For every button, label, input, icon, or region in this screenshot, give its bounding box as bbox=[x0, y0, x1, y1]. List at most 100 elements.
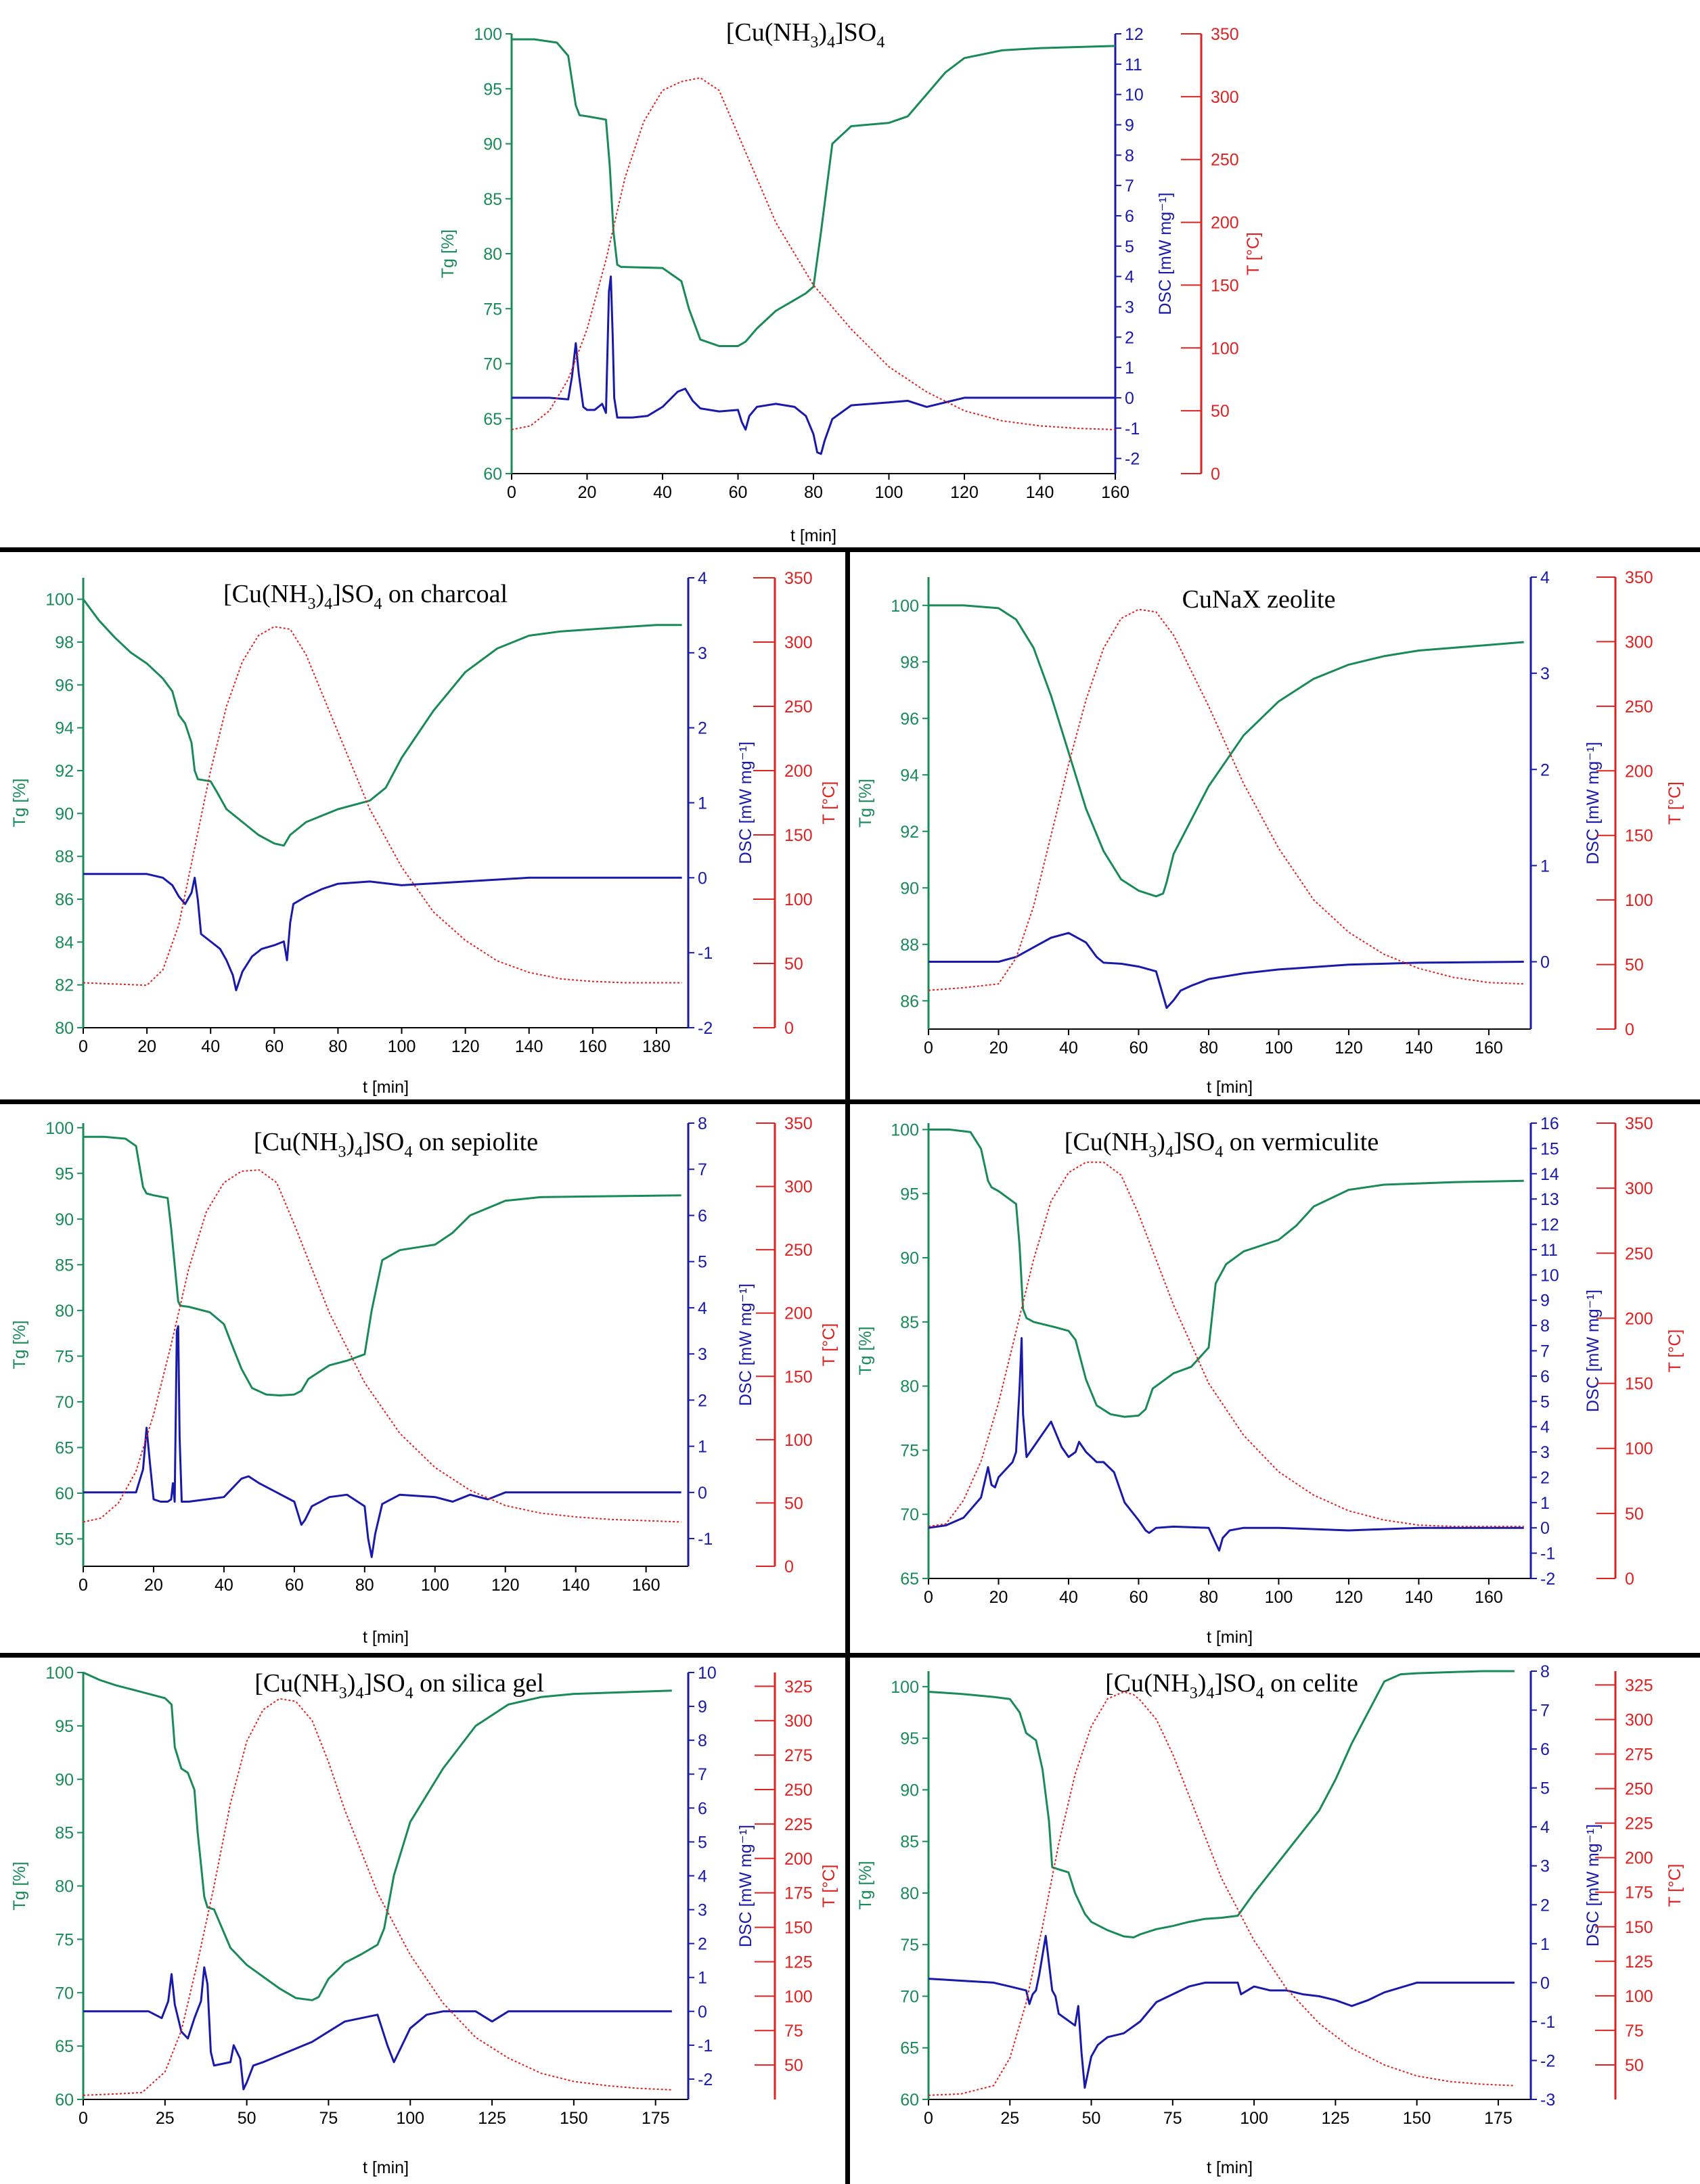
temp-tick-label: 75 bbox=[784, 2022, 803, 2041]
temp-tick-label: 300 bbox=[784, 1712, 813, 1731]
series-line-tg bbox=[83, 1135, 681, 1396]
chart-title: CuNaX zeolite bbox=[1182, 585, 1336, 614]
tg-axis-label: Tg [%] bbox=[856, 1326, 875, 1375]
title-text: [Cu(NH bbox=[223, 580, 308, 608]
tg-tick-label: 98 bbox=[55, 633, 74, 652]
chart-title: [Cu(NH3)4]SO4 on celite bbox=[1105, 1669, 1358, 1702]
x-tick-label: 100 bbox=[1240, 2109, 1268, 2128]
x-axis-label: t [min] bbox=[363, 2158, 409, 2177]
tg-tick-label: 70 bbox=[55, 1393, 74, 1412]
dsc-tick-label: 6 bbox=[698, 1206, 707, 1225]
x-tick-label: 150 bbox=[1403, 2109, 1431, 2128]
temp-tick-label: 0 bbox=[1211, 465, 1220, 484]
dsc-tick-label: -2 bbox=[1540, 1570, 1555, 1589]
x-tick-label: 40 bbox=[1059, 1039, 1078, 1057]
chart-title: [Cu(NH3)4]SO4 on charcoal bbox=[223, 580, 508, 613]
dsc-tick-label: 4 bbox=[1540, 1418, 1550, 1437]
temp-tick-label: 350 bbox=[784, 1114, 813, 1133]
title-subscript: 4 bbox=[1206, 1685, 1214, 1702]
x-tick-label: 160 bbox=[1101, 483, 1129, 502]
tg-tick-label: 94 bbox=[900, 766, 919, 785]
tg-tick-label: 75 bbox=[55, 1347, 74, 1366]
series-line-dsc bbox=[928, 1337, 1524, 1552]
tg-axis-label: Tg [%] bbox=[10, 1861, 29, 1910]
temp-tick-label: 100 bbox=[1211, 339, 1239, 358]
temp-tick-label: 150 bbox=[784, 826, 813, 845]
tg-tick-label: 60 bbox=[55, 1484, 74, 1503]
temp-tick-label: 275 bbox=[784, 1746, 813, 1765]
dsc-tick-label: 7 bbox=[698, 1160, 707, 1179]
dsc-tick-label: 7 bbox=[1125, 177, 1134, 196]
tg-tick-label: 100 bbox=[474, 25, 502, 44]
temp-tick-label: 200 bbox=[784, 1850, 813, 1869]
x-tick-label: 50 bbox=[238, 2109, 256, 2128]
dsc-tick-label: -1 bbox=[1125, 419, 1140, 438]
tg-tick-label: 86 bbox=[55, 890, 74, 909]
x-tick-label: 50 bbox=[1082, 2109, 1101, 2128]
x-tick-label: 0 bbox=[924, 1588, 933, 1607]
title-text: ) bbox=[347, 1669, 356, 1698]
temp-tick-label: 125 bbox=[784, 1953, 813, 1972]
x-tick-label: 160 bbox=[1475, 1588, 1503, 1607]
dsc-tick-label: 0 bbox=[698, 1484, 707, 1503]
dsc-tick-label: 0 bbox=[1540, 953, 1550, 972]
temp-tick-label: 350 bbox=[1211, 25, 1239, 44]
dsc-tick-label: 0 bbox=[1125, 389, 1134, 408]
tg-tick-label: 70 bbox=[900, 1505, 919, 1524]
tg-tick-label: 95 bbox=[483, 80, 502, 99]
x-tick-label: 40 bbox=[215, 1576, 233, 1595]
tg-tick-label: 80 bbox=[55, 1302, 74, 1321]
dsc-axis-label: DSC [mW mg⁻¹] bbox=[1584, 1290, 1603, 1412]
dsc-tick-label: 2 bbox=[1125, 328, 1134, 347]
temp-tick-label: 225 bbox=[1625, 1815, 1653, 1834]
tg-tick-label: 70 bbox=[483, 355, 502, 374]
tg-tick-label: 88 bbox=[55, 848, 74, 867]
title-text: on silica gel bbox=[413, 1669, 544, 1698]
tg-tick-label: 100 bbox=[891, 597, 919, 616]
x-tick-label: 75 bbox=[319, 2109, 338, 2128]
x-tick-label: 25 bbox=[156, 2109, 175, 2128]
title-text: ) bbox=[346, 1128, 355, 1156]
tg-tick-label: 98 bbox=[900, 653, 919, 672]
x-tick-label: 120 bbox=[491, 1576, 520, 1595]
series-line-t bbox=[511, 77, 1116, 430]
tg-tick-label: 95 bbox=[900, 1729, 919, 1748]
temp-axis-label: T [°C] bbox=[1665, 1329, 1684, 1373]
temp-tick-label: 100 bbox=[784, 890, 813, 909]
tg-tick-label: 75 bbox=[900, 1441, 919, 1460]
dsc-tick-label: 11 bbox=[1125, 55, 1142, 74]
temp-tick-label: 300 bbox=[1625, 1179, 1653, 1198]
title-subscript: 4 bbox=[355, 1685, 363, 1702]
x-tick-label: 160 bbox=[579, 1037, 607, 1056]
x-tick-label: 20 bbox=[989, 1588, 1008, 1607]
x-tick-label: 40 bbox=[1059, 1588, 1078, 1607]
tg-tick-label: 95 bbox=[55, 1717, 74, 1736]
column-divider bbox=[845, 552, 850, 2184]
title-subscript: 3 bbox=[1190, 1685, 1198, 1702]
x-tick-label: 80 bbox=[355, 1576, 374, 1595]
title-text: ]SO bbox=[1214, 1669, 1255, 1698]
dsc-tick-label: 2 bbox=[1540, 1468, 1550, 1487]
dsc-tick-label: -2 bbox=[698, 1019, 713, 1038]
x-tick-label: 100 bbox=[875, 483, 903, 502]
temp-tick-label: 75 bbox=[1625, 2022, 1644, 2041]
tg-tick-label: 90 bbox=[483, 135, 502, 154]
dsc-tick-label: 6 bbox=[1125, 207, 1134, 226]
title-subscript: 4 bbox=[1256, 1685, 1264, 1702]
dsc-tick-label: 13 bbox=[1540, 1190, 1559, 1209]
temp-tick-label: 200 bbox=[784, 762, 813, 781]
dsc-tick-label: 2 bbox=[698, 1935, 707, 1954]
tg-tick-label: 86 bbox=[900, 992, 919, 1011]
dsc-tick-label: 7 bbox=[1540, 1342, 1550, 1361]
chart-title: [Cu(NH3)4]SO4 on silica gel bbox=[254, 1669, 544, 1702]
dsc-tick-label: 3 bbox=[1540, 1857, 1550, 1876]
temp-tick-label: 100 bbox=[1625, 1440, 1653, 1459]
dsc-tick-label: -2 bbox=[1540, 2051, 1555, 2070]
dsc-tick-label: 7 bbox=[1540, 1702, 1550, 1721]
tg-tick-label: 85 bbox=[900, 1833, 919, 1852]
series-line-t bbox=[83, 626, 682, 986]
title-text: [Cu(NH bbox=[1065, 1128, 1149, 1156]
